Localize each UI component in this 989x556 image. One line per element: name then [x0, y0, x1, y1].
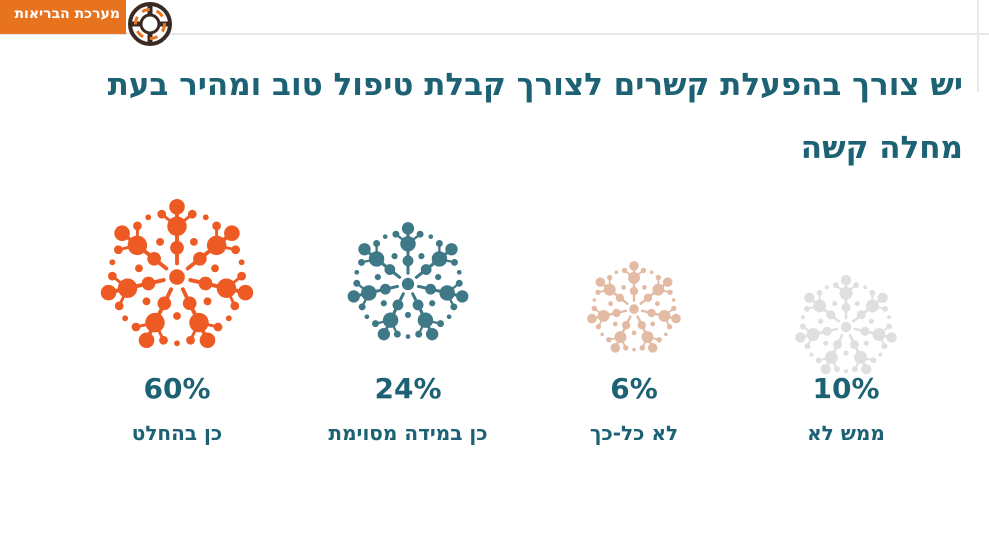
- icon-cluster-1: [100, 199, 254, 349]
- value-label-1: 60%: [143, 372, 210, 405]
- header-divider: [0, 33, 989, 35]
- value-label-3: 6%: [610, 372, 658, 405]
- brand-badge: מערכת הבריאות: [0, 0, 126, 34]
- right-divider: [977, 0, 979, 92]
- brand-label: מערכת הבריאות: [14, 6, 120, 22]
- page-title: יש צורך בהפעלת קשרים לצורך קבלת טיפול טו…: [107, 67, 963, 166]
- category-label-2: כן במידה מסוימת: [328, 421, 487, 445]
- category-label-3: לא כל-כך: [590, 421, 678, 445]
- icon-cluster-3: [587, 261, 681, 353]
- lifebuoy-icon: [128, 2, 172, 46]
- value-label-4: 10%: [812, 372, 879, 405]
- category-label-4: ממש לא: [807, 421, 885, 445]
- icon-cluster-2: [347, 222, 469, 341]
- value-label-2: 24%: [374, 372, 441, 405]
- icon-cluster-4: [795, 275, 897, 375]
- category-label-1: כן בהחלט: [132, 421, 223, 445]
